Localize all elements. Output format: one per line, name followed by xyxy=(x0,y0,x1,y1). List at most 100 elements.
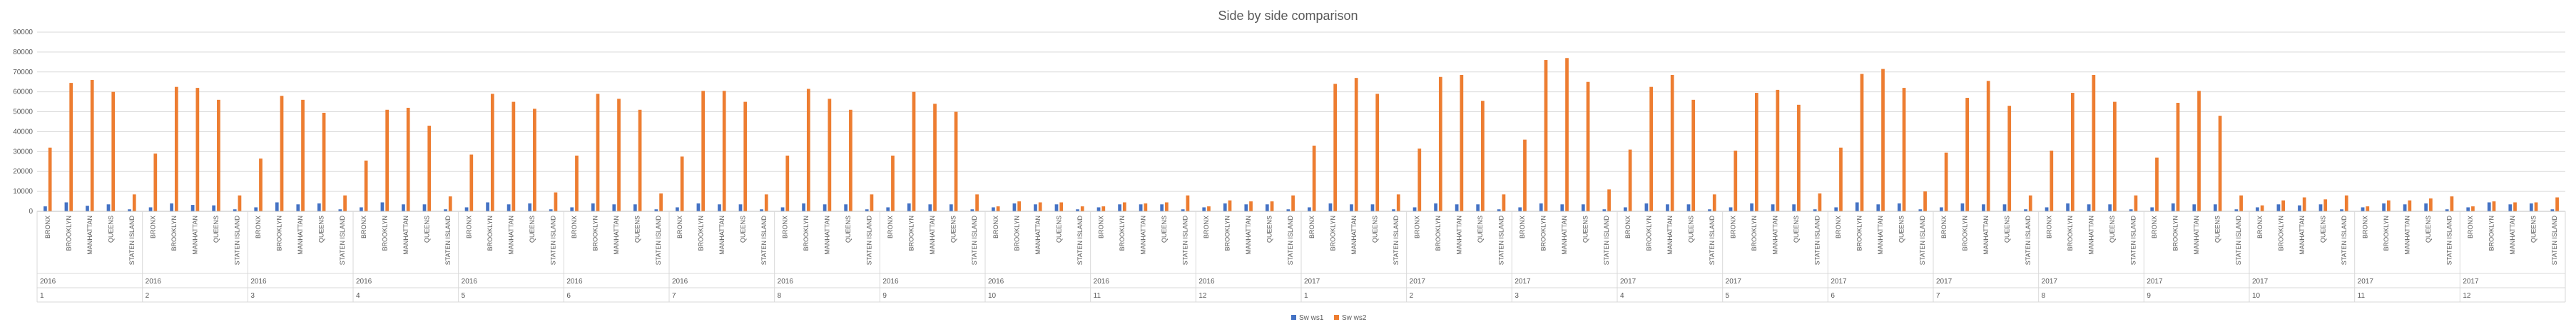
x-tick-label: BRONX xyxy=(44,216,51,238)
bar-sw-ws1 xyxy=(1434,203,1437,211)
bar-sw-ws1 xyxy=(1602,209,1607,211)
bar-sw-ws2 xyxy=(638,109,642,211)
x-tick-label: BROOKLYN xyxy=(1329,216,1336,251)
bar-sw-ws1 xyxy=(254,207,258,211)
month-label: 10 xyxy=(988,292,997,300)
bar-sw-ws2 xyxy=(2386,200,2391,211)
x-tick-label: BRONX xyxy=(1203,216,1210,238)
bar-sw-ws2 xyxy=(1249,201,1253,211)
x-tick-label: BRONX xyxy=(781,216,788,238)
bar-sw-ws1 xyxy=(780,207,785,211)
bar-sw-ws2 xyxy=(975,194,979,211)
month-label: 4 xyxy=(356,292,360,300)
x-tick-label: STATEN ISLAND xyxy=(1076,216,1084,266)
bar-sw-ws2 xyxy=(2323,199,2328,211)
bar-sw-ws2 xyxy=(1797,104,1801,211)
bar-sw-ws1 xyxy=(2213,204,2217,211)
bar-sw-ws2 xyxy=(1712,194,1716,211)
month-label: 6 xyxy=(566,292,571,300)
y-tick-label: 20000 xyxy=(13,168,33,176)
x-tick-label: STATEN ISLAND xyxy=(2025,216,2032,266)
bar-sw-ws1 xyxy=(464,207,469,211)
bar-sw-ws2 xyxy=(2344,195,2348,211)
bar-sw-ws2 xyxy=(933,104,937,211)
x-tick-label: BROOKLYN xyxy=(65,216,72,251)
x-tick-label: MANHATTAN xyxy=(402,216,409,255)
bar-sw-ws1 xyxy=(1624,207,1627,211)
x-tick-label: MANHATTAN xyxy=(1140,216,1147,255)
x-tick-label: STATEN ISLAND xyxy=(234,216,241,266)
x-tick-label: MANHATTAN xyxy=(2193,216,2200,255)
x-tick-label: QUEENS xyxy=(1266,216,1273,243)
bar-sw-ws2 xyxy=(1691,99,1696,211)
bar-sw-ws2 xyxy=(174,86,178,211)
month-label: 5 xyxy=(1726,292,1730,300)
y-tick-label: 30000 xyxy=(13,148,33,156)
bar-sw-ws2 xyxy=(2239,195,2243,211)
bar-sw-ws2 xyxy=(1228,200,1232,211)
bar-sw-ws1 xyxy=(170,203,173,211)
bar-sw-ws2 xyxy=(1396,194,1400,211)
bar-sw-ws2 xyxy=(2028,195,2032,211)
x-tick-label: QUEENS xyxy=(423,216,430,243)
bar-sw-ws2 xyxy=(1165,202,1169,211)
bar-sw-ws2 xyxy=(849,109,852,211)
y-tick-label: 90000 xyxy=(13,29,33,36)
year-label: 2017 xyxy=(1620,278,1636,286)
y-tick-label: 60000 xyxy=(13,89,33,96)
x-tick-label: STATEN ISLAND xyxy=(339,216,346,266)
bar-sw-ws1 xyxy=(1729,207,1733,211)
bar-sw-ws1 xyxy=(2298,205,2301,211)
month-label: 11 xyxy=(2358,292,2366,300)
bar-sw-ws2 xyxy=(132,194,136,211)
bar-sw-ws1 xyxy=(1012,203,1017,211)
x-tick-label: BROOKLYN xyxy=(1856,216,1863,251)
bar-sw-ws2 xyxy=(891,155,895,211)
x-tick-label: BROOKLYN xyxy=(2277,216,2284,251)
x-tick-label: MANHATTAN xyxy=(613,216,620,255)
x-tick-label: BROOKLYN xyxy=(2383,216,2390,251)
bar-sw-ws2 xyxy=(1607,189,1611,211)
bar-sw-ws1 xyxy=(106,204,111,211)
bar-sw-ws1 xyxy=(2024,209,2027,211)
x-tick-label: MANHATTAN xyxy=(1877,216,1884,255)
x-tick-label: QUEENS xyxy=(1687,216,1694,243)
bar-sw-ws1 xyxy=(2002,204,2007,211)
bar-sw-ws2 xyxy=(828,99,832,211)
bar-sw-ws1 xyxy=(865,209,869,211)
bar-sw-ws2 xyxy=(1038,202,1042,211)
x-tick-label: MANHATTAN xyxy=(2509,216,2516,255)
x-tick-label: BRONX xyxy=(149,216,156,238)
bar-sw-ws2 xyxy=(2007,106,2012,211)
bar-sw-ws2 xyxy=(1080,206,1084,211)
x-tick-label: BROOKLYN xyxy=(697,216,704,251)
x-tick-label: BRONX xyxy=(1519,216,1526,238)
bar-sw-ws2 xyxy=(1881,69,1885,211)
bar-sw-ws2 xyxy=(764,194,768,211)
x-tick-label: BRONX xyxy=(465,216,472,238)
bar-sw-ws2 xyxy=(701,91,706,212)
x-tick-label: STATEN ISLAND xyxy=(1919,216,1926,266)
bar-sw-ws2 xyxy=(1649,86,1654,211)
bar-sw-ws1 xyxy=(86,206,89,211)
bar-sw-ws1 xyxy=(2382,203,2386,211)
x-tick-label: BROOKLYN xyxy=(276,216,283,251)
chart-title: Side by side comparison xyxy=(1218,9,1358,23)
bar-sw-ws1 xyxy=(275,202,279,211)
bar-sw-ws2 xyxy=(69,83,73,211)
bar-sw-ws2 xyxy=(1544,60,1548,212)
x-tick-label: BRONX xyxy=(360,216,367,238)
bar-sw-ws2 xyxy=(2113,101,2117,211)
x-tick-label: BROOKLYN xyxy=(1435,216,1442,251)
bar-sw-ws2 xyxy=(490,94,494,211)
bar-sw-ws2 xyxy=(1207,206,1211,211)
bar-sw-ws2 xyxy=(511,101,516,211)
bar-sw-ws1 xyxy=(1940,207,1943,211)
x-tick-label: BRONX xyxy=(992,216,999,238)
x-tick-label: BRONX xyxy=(2361,216,2368,238)
bar-sw-ws1 xyxy=(570,207,574,211)
bar-sw-ws1 xyxy=(64,202,68,211)
bar-sw-ws2 xyxy=(1734,150,1738,211)
bar-sw-ws2 xyxy=(427,126,432,211)
month-label: 3 xyxy=(1514,292,1519,300)
